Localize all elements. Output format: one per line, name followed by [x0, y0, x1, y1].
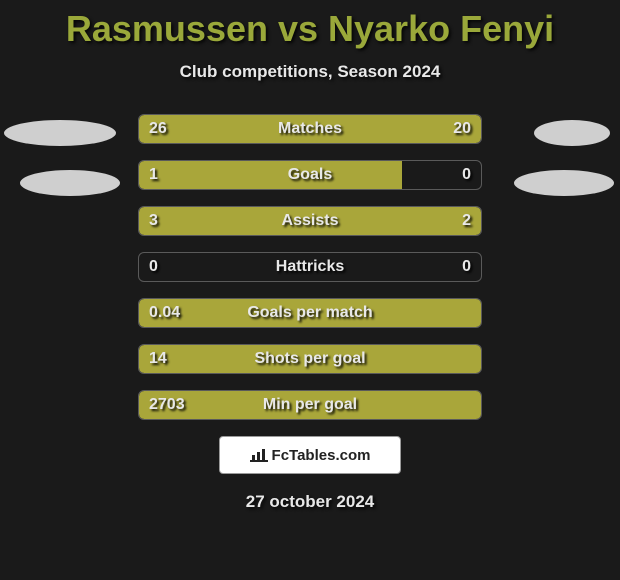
stat-label: Goals — [288, 166, 332, 184]
page-subtitle: Club competitions, Season 2024 — [0, 62, 620, 82]
stat-value-right: 0 — [462, 166, 471, 184]
stat-row: 3 2 Assists — [138, 206, 482, 236]
stat-fill-left — [139, 161, 402, 189]
player-right-avatar-placeholder-2 — [514, 170, 614, 196]
stat-value-left: 14 — [149, 350, 167, 368]
stat-label: Assists — [282, 212, 339, 230]
brand-label: FcTables.com — [272, 447, 371, 464]
stat-row: 14 Shots per goal — [138, 344, 482, 374]
stat-label: Matches — [278, 120, 342, 138]
stat-row: 2703 Min per goal — [138, 390, 482, 420]
stat-row: 1 0 Goals — [138, 160, 482, 190]
stat-value-left: 0 — [149, 258, 158, 276]
stat-value-left: 1 — [149, 166, 158, 184]
stat-row: 0 0 Hattricks — [138, 252, 482, 282]
stat-row: 26 20 Matches — [138, 114, 482, 144]
brand-footer[interactable]: FcTables.com — [219, 436, 401, 474]
stat-row: 0.04 Goals per match — [138, 298, 482, 328]
comparison-chart: 26 20 Matches 1 0 Goals 3 2 Assists 0 0 Hattricks 0.… — [0, 114, 620, 420]
page-date: 27 october 2024 — [0, 492, 620, 512]
player-left-avatar-placeholder-1 — [4, 120, 116, 146]
stat-value-right: 2 — [462, 212, 471, 230]
stat-value-left: 3 — [149, 212, 158, 230]
stat-value-left: 0.04 — [149, 304, 180, 322]
stat-fill-right — [344, 207, 481, 235]
stat-value-right: 20 — [453, 120, 471, 138]
stat-value-left: 2703 — [149, 396, 185, 414]
page-title: Rasmussen vs Nyarko Fenyi — [0, 0, 620, 50]
stat-label: Hattricks — [276, 258, 344, 276]
player-left-avatar-placeholder-2 — [20, 170, 120, 196]
stat-value-right: 0 — [462, 258, 471, 276]
chart-icon — [250, 448, 268, 462]
stat-label: Shots per goal — [254, 350, 365, 368]
stat-label: Min per goal — [263, 396, 357, 414]
player-right-avatar-placeholder-1 — [534, 120, 610, 146]
stat-label: Goals per match — [247, 304, 372, 322]
stat-bars-container: 26 20 Matches 1 0 Goals 3 2 Assists 0 0 Hattricks 0.… — [138, 114, 482, 420]
stat-value-left: 26 — [149, 120, 167, 138]
